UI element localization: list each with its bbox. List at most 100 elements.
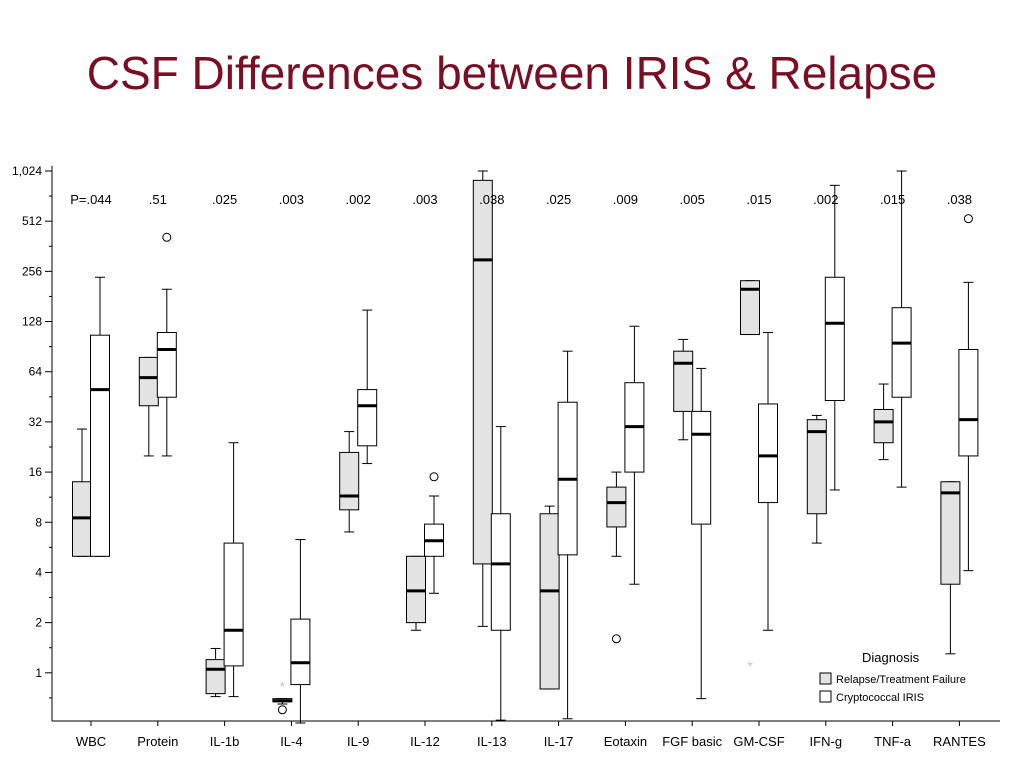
- iqr-box: [758, 403, 778, 504]
- legend-title: Diagnosis: [862, 650, 920, 665]
- y-tick-label: 16: [29, 465, 43, 479]
- iris-box: [758, 332, 778, 631]
- p-value-label: P=.044: [70, 192, 112, 207]
- iris-box: [90, 276, 110, 557]
- x-tick-label: IL-13: [477, 734, 507, 749]
- axes: 1 2 4 8 16 32 64 128 256 512 1,024: [12, 164, 1000, 722]
- category-group: * GM-CSF .015: [733, 192, 784, 749]
- iqr-box: [339, 451, 360, 511]
- slide-title: CSF Differences between IRIS & Relapse: [86, 47, 938, 99]
- x-tick-label: IL-17: [544, 734, 574, 749]
- relapse-box: [72, 428, 92, 557]
- category-group: FGF basic .005: [662, 192, 722, 749]
- iqr-box: [156, 332, 177, 398]
- iris-box: [691, 367, 712, 700]
- category-group: WBC P=.044: [70, 192, 112, 749]
- iqr-box: [891, 307, 912, 398]
- x-tick-label: IL-1b: [210, 734, 240, 749]
- legend: Diagnosis Relapse/Treatment Failure Crypto…: [819, 650, 966, 704]
- relapse-box: [138, 356, 159, 457]
- p-value-label: .002: [346, 192, 371, 207]
- x-tick-label: IL-9: [347, 734, 369, 749]
- x-tick-label: Protein: [137, 734, 178, 749]
- iqr-box: [90, 334, 110, 557]
- x-tick-label: WBC: [76, 734, 106, 749]
- outlier-point: [277, 705, 287, 715]
- relapse-box: [339, 431, 360, 533]
- category-group: IFN-g .002: [806, 184, 845, 749]
- extreme-point: *: [280, 678, 286, 694]
- iqr-box: [740, 280, 760, 336]
- relapse-box: *: [272, 678, 293, 715]
- relapse-box: [472, 170, 493, 627]
- category-group: TNF-a .015: [873, 170, 912, 749]
- relapse-box: *: [740, 280, 760, 674]
- p-value-label: .51: [149, 192, 167, 207]
- iqr-box: [490, 513, 511, 631]
- iqr-box: [290, 618, 311, 686]
- iqr-box: [691, 410, 712, 525]
- category-group: RANTES .038: [933, 192, 986, 749]
- y-tick-label: 512: [22, 214, 42, 228]
- legend-swatch: [819, 690, 832, 703]
- legend-label: Relapse/Treatment Failure: [836, 674, 966, 686]
- p-value-label: .009: [613, 192, 638, 207]
- category-group: Eotaxin .009: [604, 192, 647, 749]
- relapse-box: [205, 647, 226, 698]
- p-value-label: .025: [546, 192, 571, 207]
- x-tick-label: TNF-a: [874, 734, 912, 749]
- iqr-box: [357, 389, 378, 447]
- iris-box: [824, 184, 845, 491]
- x-tick-label: RANTES: [933, 734, 986, 749]
- relapse-box: [806, 414, 827, 544]
- iqr-box: [824, 276, 845, 402]
- p-value-label: .003: [412, 192, 437, 207]
- iqr-box: [606, 486, 627, 528]
- iqr-box: [673, 350, 694, 412]
- iris-box: [624, 325, 645, 585]
- iqr-box: [958, 348, 979, 457]
- y-tick-label: 1,024: [12, 164, 42, 178]
- p-value-label: .002: [813, 192, 838, 207]
- y-tick-label: 64: [29, 365, 43, 379]
- x-tick-label: FGF basic: [662, 734, 722, 749]
- relapse-box: [673, 338, 694, 441]
- category-group: * IL-4 .003: [272, 192, 311, 749]
- p-value-label: .003: [279, 192, 304, 207]
- y-tick-label: 32: [29, 415, 43, 429]
- box-groups: WBCP=.044Protein.51IL-1b.025*IL-4.003IL-…: [70, 170, 986, 749]
- legend-label: Cryptococcal IRIS: [836, 692, 924, 704]
- extreme-point: *: [747, 658, 753, 674]
- category-group: Protein .51: [137, 192, 178, 749]
- iris-box: [223, 442, 244, 698]
- y-tick-label: 2: [35, 616, 42, 630]
- category-group: IL-17 .025: [539, 192, 578, 749]
- p-value-label: .038: [947, 192, 972, 207]
- iqr-box: [940, 481, 961, 585]
- legend-swatch: [819, 672, 832, 685]
- p-value-label: .005: [680, 192, 705, 207]
- iqr-box: [223, 542, 244, 667]
- iqr-box: [205, 659, 226, 695]
- x-tick-label: IL-12: [410, 734, 440, 749]
- y-tick-label: 128: [22, 315, 42, 329]
- category-group: IL-12 .003: [406, 192, 444, 749]
- x-tick-label: GM-CSF: [733, 734, 784, 749]
- iqr-box: [873, 408, 894, 444]
- x-tick-label: IL-4: [280, 734, 302, 749]
- iris-box: [958, 214, 979, 572]
- outlier-point: [162, 232, 172, 242]
- outlier-point: [611, 634, 621, 644]
- iris-box: [357, 309, 378, 465]
- iqr-box: [806, 419, 827, 515]
- relapse-box: [606, 471, 627, 644]
- iris-box: [490, 426, 511, 721]
- relapse-box: [873, 383, 894, 461]
- relapse-box: [539, 505, 560, 690]
- y-tick-label: 8: [35, 515, 42, 529]
- p-value-label: .038: [479, 192, 504, 207]
- iqr-box: [138, 356, 159, 407]
- y-tick-label: 1: [35, 666, 42, 680]
- category-group: IL-9 .002: [339, 192, 378, 749]
